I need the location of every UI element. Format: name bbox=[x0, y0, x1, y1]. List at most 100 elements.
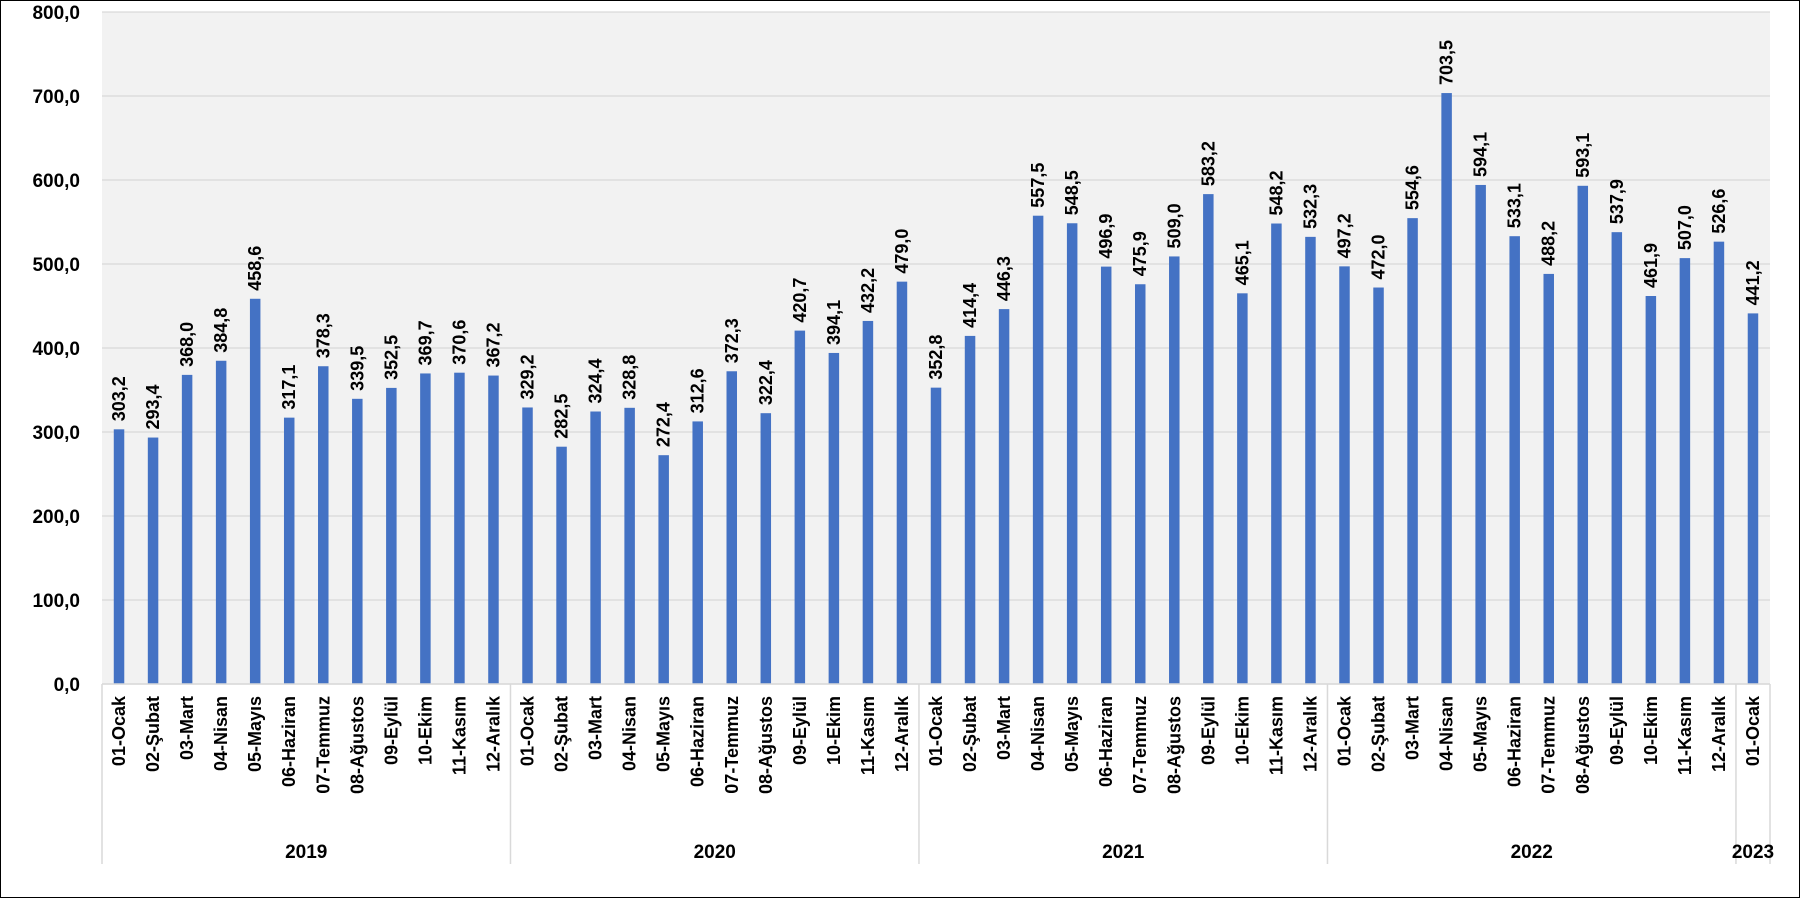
category-label: 08-Ağustos bbox=[1164, 696, 1184, 794]
data-label: 372,3 bbox=[722, 318, 742, 363]
category-label: 07-Temmuz bbox=[722, 696, 742, 794]
bar bbox=[896, 281, 908, 684]
bar bbox=[1747, 313, 1759, 684]
year-label: 2020 bbox=[694, 842, 736, 863]
bar bbox=[1100, 266, 1112, 684]
bar bbox=[930, 387, 942, 684]
data-label: 488,2 bbox=[1539, 221, 1559, 266]
bar bbox=[862, 320, 874, 684]
bar bbox=[658, 455, 669, 684]
bar bbox=[964, 335, 976, 684]
data-label: 583,2 bbox=[1198, 141, 1218, 186]
bar bbox=[454, 372, 465, 684]
bars bbox=[113, 93, 1759, 685]
category-label: 09-Eylül bbox=[790, 696, 810, 765]
category-label: 01-Ocak bbox=[518, 695, 538, 766]
bar bbox=[1577, 185, 1589, 684]
bar bbox=[352, 398, 363, 684]
bar bbox=[1271, 223, 1282, 684]
category-label: 03-Mart bbox=[1403, 696, 1423, 760]
bar bbox=[726, 371, 738, 684]
category-label: 12-Aralık bbox=[1709, 695, 1729, 772]
bar bbox=[181, 374, 193, 684]
y-tick-label: 300,0 bbox=[32, 423, 80, 444]
category-label: 09-Eylül bbox=[1607, 696, 1627, 765]
y-axis: 0,0 100,0 200,0 300,0 400,0 500,0 600,0 700,0 80… bbox=[32, 3, 80, 696]
category-label: 07-Temmuz bbox=[1130, 696, 1150, 794]
data-label: 703,5 bbox=[1437, 40, 1457, 85]
category-label: 06-Haziran bbox=[1096, 696, 1116, 787]
category-label: 03-Mart bbox=[177, 696, 197, 760]
data-label: 369,7 bbox=[415, 320, 435, 365]
category-label: 11-Kasım bbox=[449, 696, 469, 775]
data-label: 472,0 bbox=[1369, 234, 1389, 279]
data-label: 339,5 bbox=[347, 346, 367, 391]
data-label: 458,6 bbox=[245, 246, 265, 291]
bar bbox=[1509, 236, 1520, 685]
category-label: 10-Ekim bbox=[1232, 696, 1252, 765]
data-label: 293,4 bbox=[143, 384, 163, 429]
bar bbox=[1066, 223, 1078, 684]
bar bbox=[249, 298, 261, 684]
category-label: 11-Kasım bbox=[1266, 696, 1286, 775]
category-label: 06-Haziran bbox=[688, 696, 708, 787]
category-label: 02-Şubat bbox=[552, 696, 572, 772]
data-label: 509,0 bbox=[1164, 203, 1184, 248]
data-label: 432,2 bbox=[858, 268, 878, 313]
bar bbox=[488, 375, 499, 684]
data-label: 282,5 bbox=[552, 394, 572, 439]
category-label: 01-Ocak bbox=[109, 695, 129, 766]
data-label: 548,2 bbox=[1266, 170, 1286, 215]
bar bbox=[1339, 266, 1350, 684]
y-tick-label: 0,0 bbox=[54, 675, 80, 696]
data-label: 329,2 bbox=[518, 354, 538, 399]
category-label: 08-Ağustos bbox=[347, 696, 367, 794]
category-label: 07-Temmuz bbox=[313, 696, 333, 794]
data-labels: 303,2 293,4 368,0 384,8 458,6 317,1 378,3 339,5… bbox=[109, 40, 1763, 447]
data-label: 272,4 bbox=[654, 402, 674, 447]
y-tick-label: 500,0 bbox=[32, 255, 80, 276]
bar bbox=[1134, 284, 1146, 684]
bar bbox=[1713, 241, 1725, 684]
category-label: 05-Mayıs bbox=[1062, 696, 1082, 772]
data-label: 352,8 bbox=[926, 335, 946, 380]
bar bbox=[1543, 273, 1554, 684]
bar bbox=[1169, 256, 1180, 684]
data-label: 420,7 bbox=[790, 278, 810, 323]
category-label: 01-Ocak bbox=[1334, 695, 1354, 766]
category-label: 09-Eylül bbox=[1198, 696, 1218, 765]
data-label: 594,1 bbox=[1471, 132, 1491, 177]
category-label: 04-Nisan bbox=[1437, 696, 1457, 771]
data-label: 414,4 bbox=[960, 283, 980, 328]
data-label: 312,6 bbox=[688, 368, 708, 413]
category-label: 10-Ekim bbox=[1641, 696, 1661, 765]
data-label: 557,5 bbox=[1028, 163, 1048, 208]
category-label: 04-Nisan bbox=[1028, 696, 1048, 771]
data-label: 507,0 bbox=[1675, 205, 1695, 250]
bar bbox=[998, 309, 1010, 684]
bar bbox=[215, 360, 227, 684]
category-label: 03-Mart bbox=[994, 696, 1014, 760]
bar bbox=[1679, 258, 1691, 684]
bar bbox=[1645, 296, 1657, 684]
data-label: 352,5 bbox=[381, 335, 401, 380]
category-label: 04-Nisan bbox=[620, 696, 640, 771]
category-label: 06-Haziran bbox=[1505, 696, 1525, 787]
category-label: 10-Ekim bbox=[415, 696, 435, 765]
data-label: 324,4 bbox=[586, 358, 606, 403]
data-label: 367,2 bbox=[483, 323, 503, 368]
bar bbox=[1407, 218, 1418, 685]
data-label: 461,9 bbox=[1641, 243, 1661, 288]
data-label: 548,5 bbox=[1062, 170, 1082, 215]
category-label: 05-Mayıs bbox=[1471, 696, 1491, 772]
data-label: 479,0 bbox=[892, 229, 912, 274]
data-label: 533,1 bbox=[1505, 183, 1525, 228]
y-tick-label: 600,0 bbox=[32, 171, 80, 192]
data-label: 322,4 bbox=[756, 360, 776, 405]
bar bbox=[590, 411, 601, 684]
category-label: 01-Ocak bbox=[1743, 695, 1763, 766]
category-label: 11-Kasım bbox=[858, 696, 878, 775]
category-label: 05-Mayıs bbox=[654, 696, 674, 772]
category-label: 12-Aralık bbox=[892, 695, 912, 772]
